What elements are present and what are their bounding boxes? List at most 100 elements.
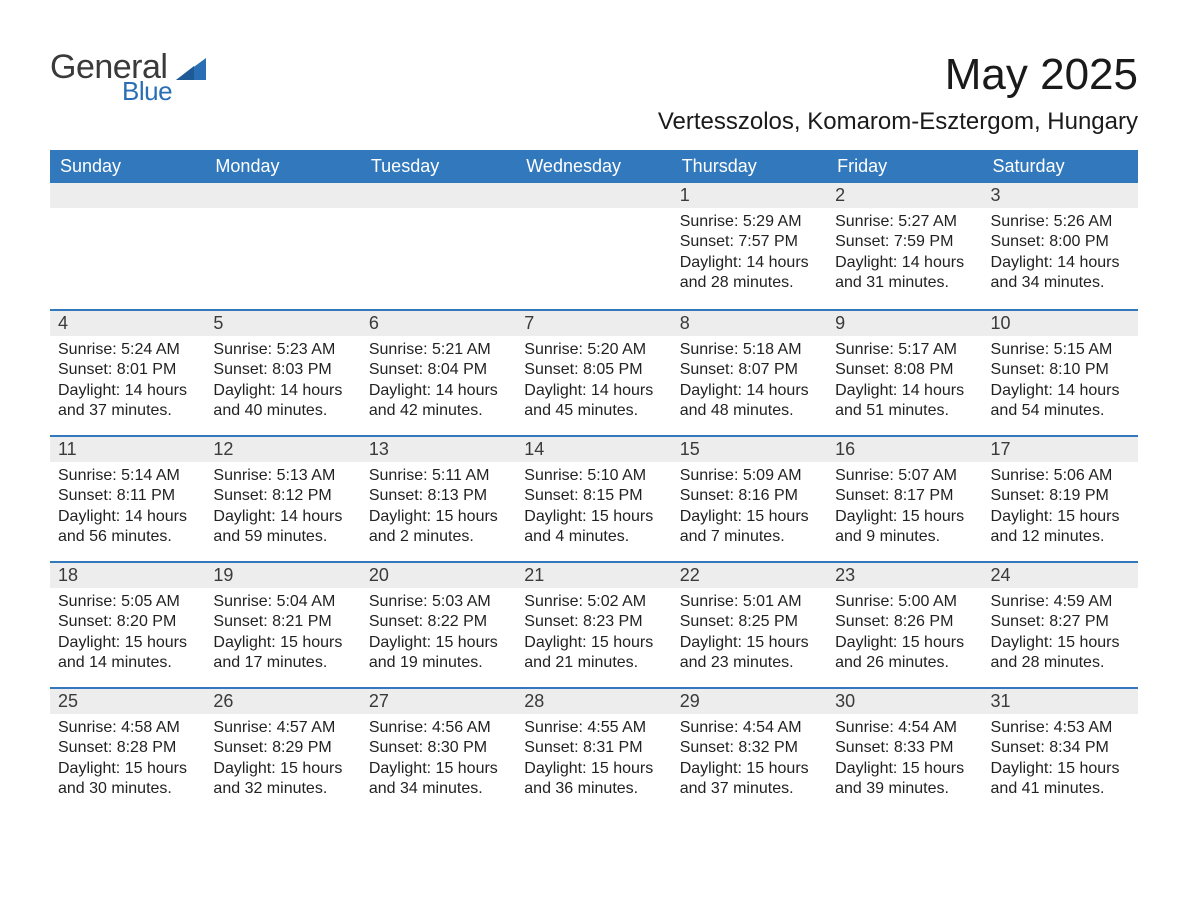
- sunset-line: Sunset: 8:26 PM: [835, 612, 974, 632]
- daylight-line-2: and 14 minutes.: [58, 653, 197, 673]
- daylight-line-2: and 19 minutes.: [369, 653, 508, 673]
- day-details: Sunrise: 5:24 AMSunset: 8:01 PMDaylight:…: [50, 336, 205, 428]
- daylight-line-1: Daylight: 14 hours: [58, 507, 197, 527]
- daylight-line-1: Daylight: 14 hours: [213, 381, 352, 401]
- day-details: Sunrise: 5:14 AMSunset: 8:11 PMDaylight:…: [50, 462, 205, 554]
- day-number: 3: [983, 183, 1138, 208]
- sunrise-line: Sunrise: 4:59 AM: [991, 592, 1130, 612]
- day-number: 7: [516, 309, 671, 336]
- day-details: Sunrise: 5:29 AMSunset: 7:57 PMDaylight:…: [672, 208, 827, 300]
- day-details: Sunrise: 4:58 AMSunset: 8:28 PMDaylight:…: [50, 714, 205, 806]
- calendar-day-cell: 13Sunrise: 5:11 AMSunset: 8:13 PMDayligh…: [361, 435, 516, 561]
- daylight-line-1: Daylight: 14 hours: [680, 253, 819, 273]
- day-details: Sunrise: 5:21 AMSunset: 8:04 PMDaylight:…: [361, 336, 516, 428]
- sunset-line: Sunset: 8:00 PM: [991, 232, 1130, 252]
- day-number: 26: [205, 687, 360, 714]
- logo: General Blue: [50, 50, 206, 104]
- day-details: Sunrise: 4:54 AMSunset: 8:32 PMDaylight:…: [672, 714, 827, 806]
- daylight-line-2: and 36 minutes.: [524, 779, 663, 799]
- day-details: Sunrise: 5:27 AMSunset: 7:59 PMDaylight:…: [827, 208, 982, 300]
- daylight-line-2: and 12 minutes.: [991, 527, 1130, 547]
- calendar-day-cell: 4Sunrise: 5:24 AMSunset: 8:01 PMDaylight…: [50, 309, 205, 435]
- sunset-line: Sunset: 8:12 PM: [213, 486, 352, 506]
- day-details: Sunrise: 5:11 AMSunset: 8:13 PMDaylight:…: [361, 462, 516, 554]
- day-details: Sunrise: 4:57 AMSunset: 8:29 PMDaylight:…: [205, 714, 360, 806]
- daylight-line-2: and 45 minutes.: [524, 401, 663, 421]
- sunrise-line: Sunrise: 5:24 AM: [58, 340, 197, 360]
- calendar-day-cell: 12Sunrise: 5:13 AMSunset: 8:12 PMDayligh…: [205, 435, 360, 561]
- day-number: 15: [672, 435, 827, 462]
- day-number: 1: [672, 183, 827, 208]
- day-number: 4: [50, 309, 205, 336]
- daylight-line-2: and 59 minutes.: [213, 527, 352, 547]
- calendar-day-cell: 9Sunrise: 5:17 AMSunset: 8:08 PMDaylight…: [827, 309, 982, 435]
- sunrise-line: Sunrise: 5:00 AM: [835, 592, 974, 612]
- sunset-line: Sunset: 8:01 PM: [58, 360, 197, 380]
- weekday-header: Monday: [205, 150, 360, 183]
- calendar-day-cell: 31Sunrise: 4:53 AMSunset: 8:34 PMDayligh…: [983, 687, 1138, 813]
- calendar-day-cell: 7Sunrise: 5:20 AMSunset: 8:05 PMDaylight…: [516, 309, 671, 435]
- day-number: 6: [361, 309, 516, 336]
- daylight-line-2: and 23 minutes.: [680, 653, 819, 673]
- day-number: 8: [672, 309, 827, 336]
- sunrise-line: Sunrise: 5:26 AM: [991, 212, 1130, 232]
- daylight-line-2: and 4 minutes.: [524, 527, 663, 547]
- day-details: Sunrise: 4:55 AMSunset: 8:31 PMDaylight:…: [516, 714, 671, 806]
- calendar-day-cell: 18Sunrise: 5:05 AMSunset: 8:20 PMDayligh…: [50, 561, 205, 687]
- day-details: Sunrise: 5:17 AMSunset: 8:08 PMDaylight:…: [827, 336, 982, 428]
- calendar-day-cell: 21Sunrise: 5:02 AMSunset: 8:23 PMDayligh…: [516, 561, 671, 687]
- calendar-day-cell: 28Sunrise: 4:55 AMSunset: 8:31 PMDayligh…: [516, 687, 671, 813]
- daylight-line-1: Daylight: 15 hours: [680, 633, 819, 653]
- day-details: Sunrise: 4:54 AMSunset: 8:33 PMDaylight:…: [827, 714, 982, 806]
- day-number: 29: [672, 687, 827, 714]
- daylight-line-2: and 34 minutes.: [991, 273, 1130, 293]
- calendar-day-cell: 19Sunrise: 5:04 AMSunset: 8:21 PMDayligh…: [205, 561, 360, 687]
- sunrise-line: Sunrise: 5:04 AM: [213, 592, 352, 612]
- calendar-day-cell: 30Sunrise: 4:54 AMSunset: 8:33 PMDayligh…: [827, 687, 982, 813]
- daylight-line-1: Daylight: 15 hours: [991, 507, 1130, 527]
- calendar-day-cell: 6Sunrise: 5:21 AMSunset: 8:04 PMDaylight…: [361, 309, 516, 435]
- day-number: 11: [50, 435, 205, 462]
- weekday-header: Sunday: [50, 150, 205, 183]
- day-number: 17: [983, 435, 1138, 462]
- day-number: 20: [361, 561, 516, 588]
- day-details: Sunrise: 5:04 AMSunset: 8:21 PMDaylight:…: [205, 588, 360, 680]
- calendar-day-cell: 25Sunrise: 4:58 AMSunset: 8:28 PMDayligh…: [50, 687, 205, 813]
- day-details: [516, 208, 671, 288]
- sunrise-line: Sunrise: 5:14 AM: [58, 466, 197, 486]
- daylight-line-2: and 48 minutes.: [680, 401, 819, 421]
- sunset-line: Sunset: 8:13 PM: [369, 486, 508, 506]
- sunset-line: Sunset: 8:04 PM: [369, 360, 508, 380]
- logo-word-blue: Blue: [122, 78, 172, 104]
- calendar-day-cell: 11Sunrise: 5:14 AMSunset: 8:11 PMDayligh…: [50, 435, 205, 561]
- calendar-day-cell: 20Sunrise: 5:03 AMSunset: 8:22 PMDayligh…: [361, 561, 516, 687]
- sunset-line: Sunset: 8:19 PM: [991, 486, 1130, 506]
- calendar-day-cell: 10Sunrise: 5:15 AMSunset: 8:10 PMDayligh…: [983, 309, 1138, 435]
- calendar-day-cell: 24Sunrise: 4:59 AMSunset: 8:27 PMDayligh…: [983, 561, 1138, 687]
- daylight-line-1: Daylight: 15 hours: [524, 633, 663, 653]
- daylight-line-1: Daylight: 15 hours: [680, 507, 819, 527]
- sunrise-line: Sunrise: 5:09 AM: [680, 466, 819, 486]
- day-details: Sunrise: 5:02 AMSunset: 8:23 PMDaylight:…: [516, 588, 671, 680]
- sunrise-line: Sunrise: 5:02 AM: [524, 592, 663, 612]
- calendar-day-cell: [361, 183, 516, 309]
- day-number: 28: [516, 687, 671, 714]
- weekday-header: Wednesday: [516, 150, 671, 183]
- calendar-day-cell: 1Sunrise: 5:29 AMSunset: 7:57 PMDaylight…: [672, 183, 827, 309]
- daylight-line-2: and 39 minutes.: [835, 779, 974, 799]
- daylight-line-2: and 21 minutes.: [524, 653, 663, 673]
- sunrise-line: Sunrise: 4:58 AM: [58, 718, 197, 738]
- calendar-week-row: 11Sunrise: 5:14 AMSunset: 8:11 PMDayligh…: [50, 435, 1138, 561]
- daylight-line-2: and 2 minutes.: [369, 527, 508, 547]
- sunrise-line: Sunrise: 4:57 AM: [213, 718, 352, 738]
- day-details: Sunrise: 5:20 AMSunset: 8:05 PMDaylight:…: [516, 336, 671, 428]
- sunrise-line: Sunrise: 5:01 AM: [680, 592, 819, 612]
- sunset-line: Sunset: 8:22 PM: [369, 612, 508, 632]
- day-number: 27: [361, 687, 516, 714]
- day-number: [205, 183, 360, 208]
- day-details: Sunrise: 5:10 AMSunset: 8:15 PMDaylight:…: [516, 462, 671, 554]
- sunrise-line: Sunrise: 4:53 AM: [991, 718, 1130, 738]
- calendar-week-row: 18Sunrise: 5:05 AMSunset: 8:20 PMDayligh…: [50, 561, 1138, 687]
- weekday-header: Tuesday: [361, 150, 516, 183]
- sunset-line: Sunset: 8:03 PM: [213, 360, 352, 380]
